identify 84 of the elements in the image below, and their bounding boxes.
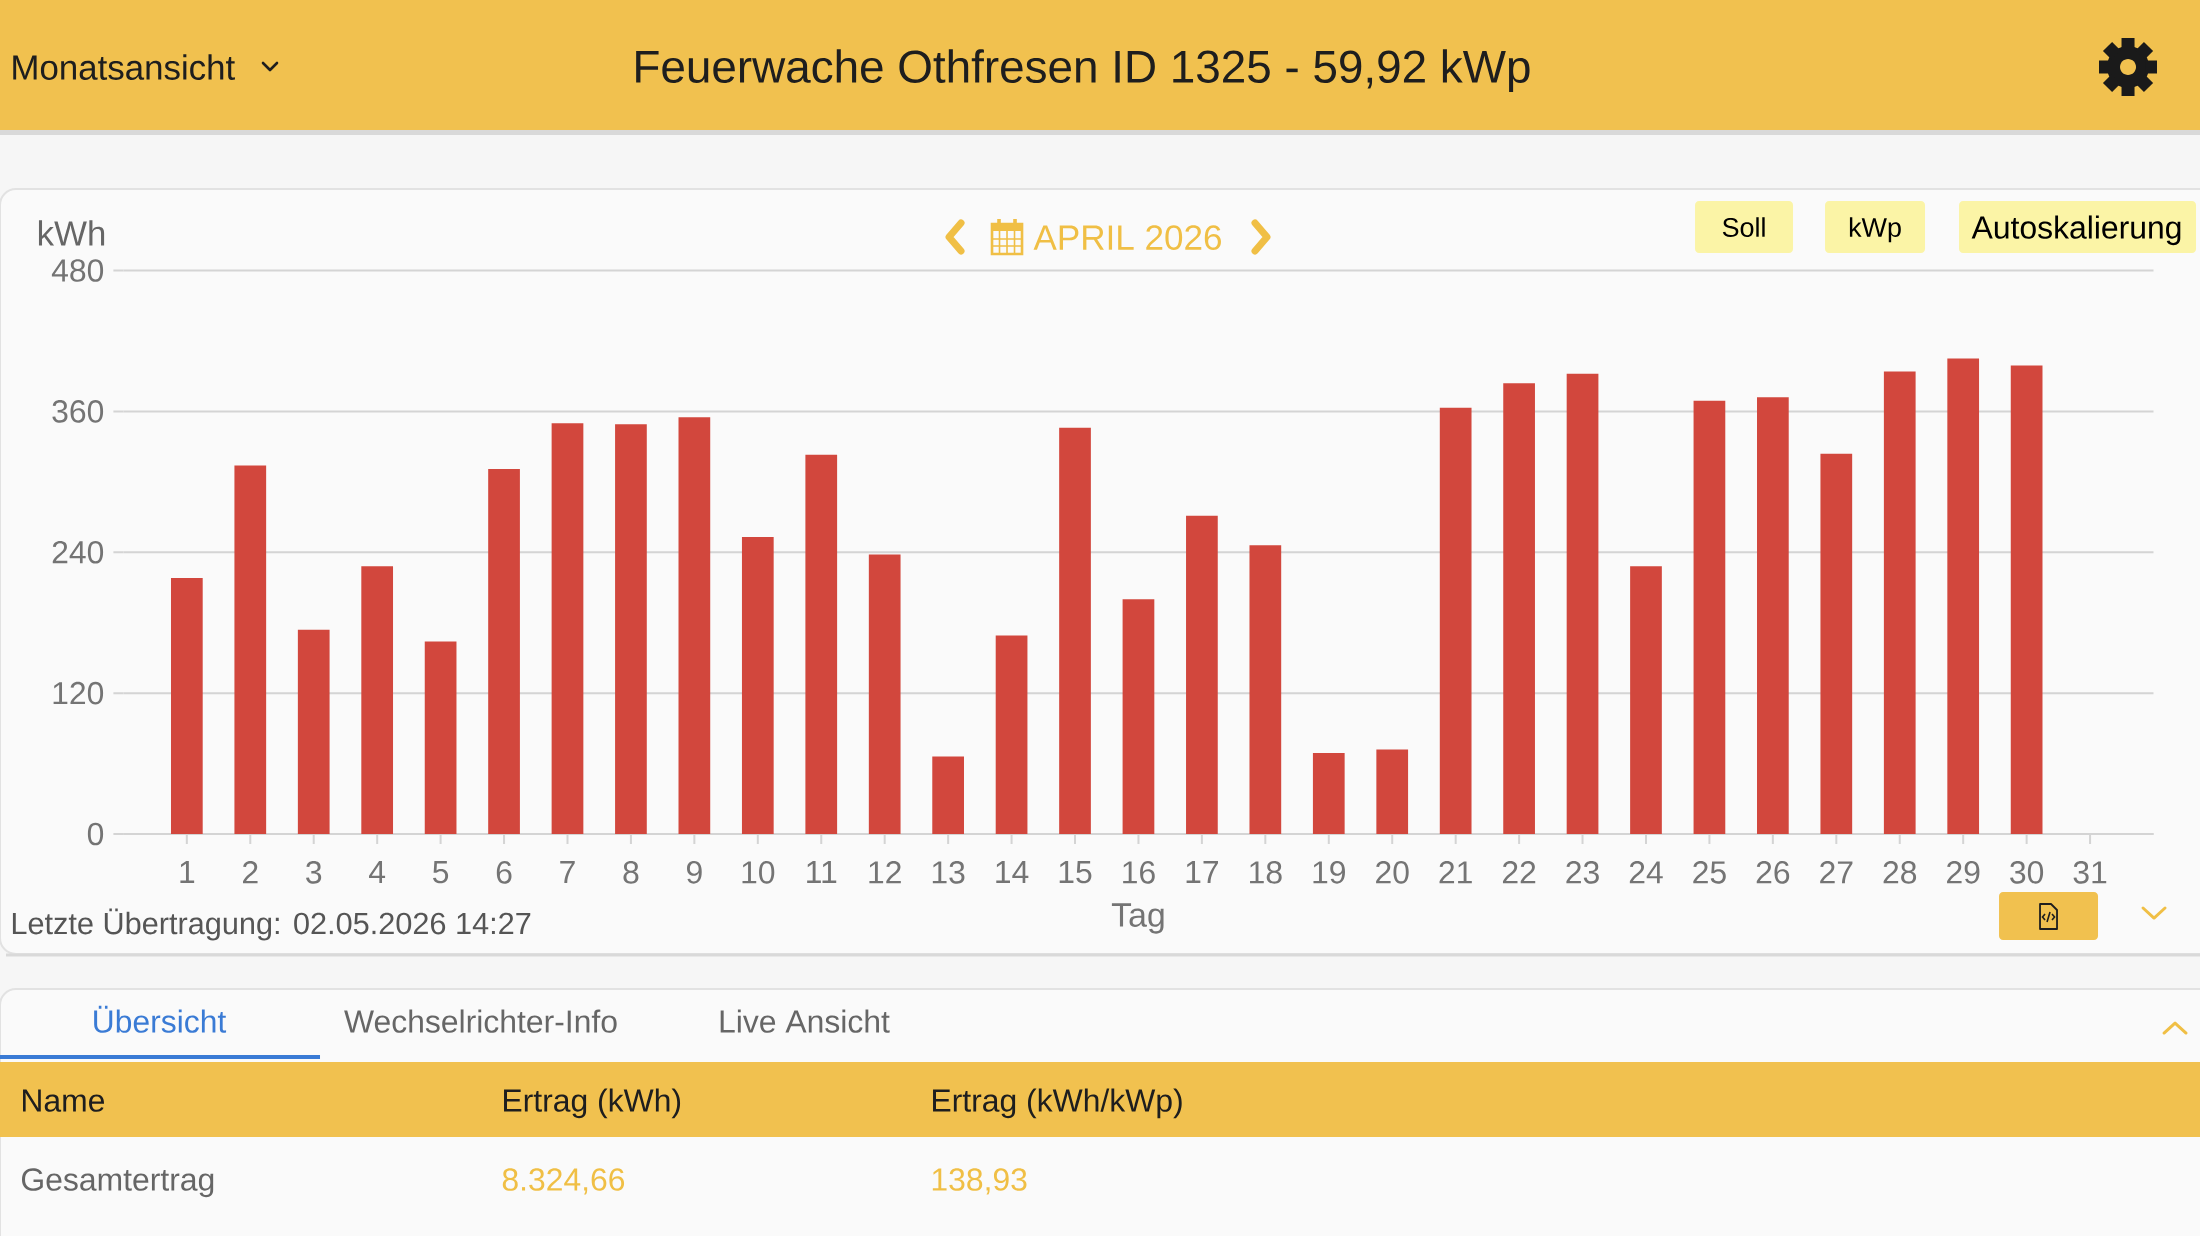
bar	[488, 468, 520, 835]
bar	[932, 756, 964, 835]
bar	[868, 554, 901, 835]
y-tick-label: 240	[52, 540, 104, 564]
text: Live Ansicht	[720, 1009, 890, 1033]
text: Soll	[1722, 217, 1765, 237]
x-tick-label: 20	[1376, 861, 1409, 884]
bar	[1757, 397, 1789, 835]
x-tick-label: 28	[1883, 861, 1917, 884]
x-tick-label: 16	[1123, 861, 1155, 884]
text: Letzte Übertragung: 02.05.2026 14:27	[12, 908, 531, 941]
y-tick-label: 480	[51, 259, 104, 282]
bar	[1059, 427, 1091, 835]
text: Monatsansicht	[13, 54, 235, 80]
x-tick-label: 6	[496, 861, 512, 884]
bar	[1503, 383, 1535, 835]
x-tick-label: 7	[560, 861, 575, 883]
bar	[297, 629, 330, 835]
bar	[1312, 753, 1345, 835]
bar	[741, 537, 774, 835]
bar	[361, 566, 394, 835]
text: Autoskalierung	[1971, 215, 2181, 246]
bar	[995, 635, 1028, 835]
x-tick-label: 29	[1947, 861, 1980, 884]
x-tick-label: 3	[306, 861, 322, 884]
bar	[424, 641, 457, 835]
x-tick-label: 25	[1693, 861, 1726, 884]
x-tick-label: 31	[2073, 861, 2107, 884]
x-tick-label: 23	[1566, 861, 1599, 884]
x-tick-label: 19	[1313, 861, 1345, 884]
x-tick-label: 5	[433, 861, 449, 884]
x-tick-label: 27	[1820, 861, 1853, 884]
bar	[170, 578, 203, 835]
text: 8.324,66	[502, 1168, 625, 1195]
text: Ertrag (kWh/kWp)	[933, 1088, 1182, 1119]
x-tick-label: 11	[807, 861, 837, 883]
y-tick-label: 0	[87, 822, 104, 846]
x-tick-label: 15	[1059, 861, 1092, 884]
x-tick-label: 9	[687, 861, 702, 884]
x-tick-label: 13	[932, 861, 965, 884]
bar	[1186, 515, 1218, 835]
x-tick-label: 26	[1756, 861, 1790, 884]
x-axis-title: Tag	[1111, 903, 1164, 934]
x-tick-label: 2	[243, 861, 258, 884]
bar	[2010, 365, 2043, 835]
chart-title: Feuerwache Othfresen ID 1325 - 59,92 kWp	[636, 49, 1530, 93]
x-tick-label: 8	[623, 861, 639, 884]
bar	[805, 454, 838, 835]
bar	[1122, 599, 1155, 835]
x-tick-label: 17	[1186, 861, 1219, 883]
text: kWp	[1849, 217, 1901, 243]
bar	[551, 423, 584, 835]
x-tick-label: 30	[2010, 861, 2044, 884]
bar	[615, 424, 647, 835]
text: Ertrag (kWh)	[504, 1088, 681, 1119]
bar	[1566, 373, 1599, 835]
x-tick-label: 22	[1502, 861, 1536, 884]
y-tick-label: 120	[53, 681, 104, 705]
text: Übersicht	[94, 1005, 227, 1033]
x-tick-label: 21	[1439, 861, 1472, 884]
y-axis-title: kWh	[38, 220, 105, 246]
x-tick-label: 12	[869, 861, 901, 884]
x-tick-label: 10	[742, 861, 775, 884]
bar	[1947, 358, 1980, 835]
chart-subtitle: APRIL 2026	[1033, 225, 1221, 251]
bar	[1630, 566, 1662, 835]
bar	[1693, 400, 1726, 835]
x-tick-label: 24	[1629, 861, 1663, 884]
bar	[1376, 749, 1409, 835]
bar	[234, 465, 267, 835]
bar	[678, 417, 711, 835]
text: Gesamtertrag	[21, 1168, 214, 1198]
x-tick-label: 18	[1250, 861, 1282, 884]
text: Wechselrichter-Info	[344, 1009, 617, 1033]
bar	[1820, 453, 1853, 835]
text: 138,93	[932, 1168, 1027, 1195]
bar	[1249, 545, 1282, 835]
text: Name	[23, 1089, 105, 1112]
y-tick-label: 360	[52, 400, 104, 423]
bar	[1883, 371, 1916, 835]
x-tick-label: 4	[369, 861, 386, 883]
x-tick-label: 14	[996, 861, 1029, 883]
bar	[1439, 407, 1472, 835]
x-tick-label: 1	[180, 861, 195, 883]
